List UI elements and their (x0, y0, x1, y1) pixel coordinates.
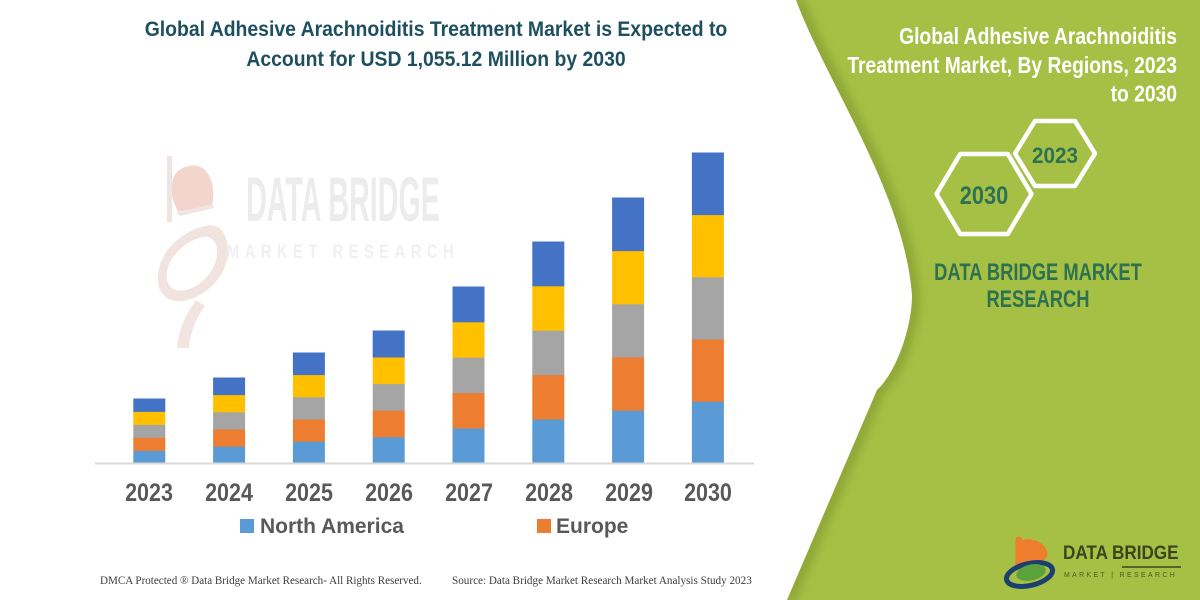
svg-text:Account for USD 1,055.12 Milli: Account for USD 1,055.12 Million by 2030 (246, 48, 625, 71)
svg-text:2029: 2029 (605, 478, 653, 506)
svg-text:2028: 2028 (525, 478, 573, 506)
svg-text:North America: North America (260, 515, 404, 538)
svg-text:2030: 2030 (684, 478, 732, 506)
svg-text:2026: 2026 (365, 478, 413, 506)
svg-text:2024: 2024 (205, 478, 253, 506)
svg-text:2023: 2023 (125, 478, 173, 506)
svg-text:RESEARCH: RESEARCH (986, 286, 1089, 313)
svg-text:Global Adhesive Arachnoiditis: Global Adhesive Arachnoiditis (899, 24, 1177, 49)
svg-text:DMCA Protected ® Data Bridge M: DMCA Protected ® Data Bridge Market Rese… (100, 575, 422, 587)
svg-text:MARKET RESEARCH: MARKET RESEARCH (227, 241, 459, 262)
svg-text:2023: 2023 (1032, 143, 1078, 168)
svg-text:Treatment Market, By Regions,: Treatment Market, By Regions, 2023 (847, 53, 1177, 78)
svg-text:2027: 2027 (445, 478, 493, 506)
svg-text:2025: 2025 (285, 478, 333, 506)
svg-text:DATA BRIDGE: DATA BRIDGE (1063, 542, 1179, 563)
svg-text:Europe: Europe (556, 515, 628, 538)
svg-text:Source: Data Bridge Market Res: Source: Data Bridge Market Research Mark… (452, 574, 752, 587)
svg-text:2030: 2030 (960, 182, 1008, 210)
svg-text:to 2030: to 2030 (1111, 82, 1177, 107)
svg-text:DATA BRIDGE: DATA BRIDGE (246, 166, 440, 236)
svg-text:DATA BRIDGE MARKET: DATA BRIDGE MARKET (934, 259, 1142, 286)
svg-text:Global Adhesive Arachnoiditis: Global Adhesive Arachnoiditis Treatment … (145, 18, 728, 41)
svg-text:MARKET | RESEARCH: MARKET | RESEARCH (1064, 570, 1177, 579)
